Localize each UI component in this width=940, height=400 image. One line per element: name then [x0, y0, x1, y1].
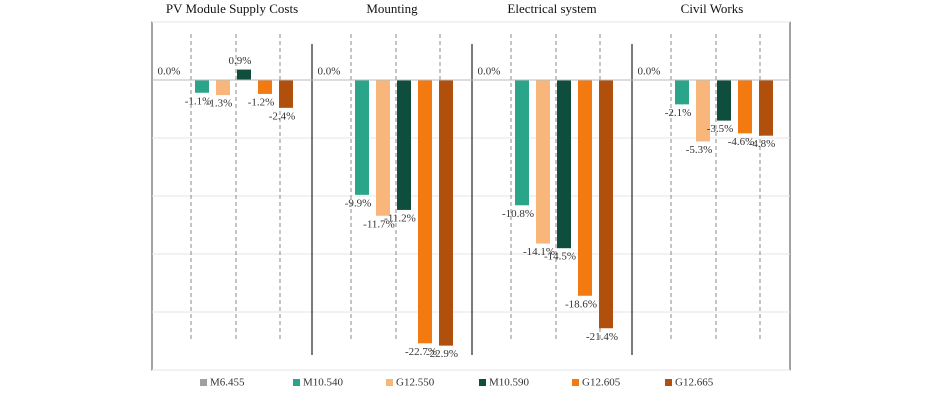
bar [696, 80, 710, 142]
bar [578, 80, 592, 296]
value-label: -1.1% [185, 95, 212, 107]
value-label: -18.6% [565, 298, 597, 310]
legend-swatch [572, 379, 579, 386]
value-label: -10.8% [502, 208, 534, 220]
bar [599, 80, 613, 329]
value-label: 0.0% [478, 66, 501, 78]
bar [195, 80, 209, 93]
value-label: -1.3% [206, 98, 233, 110]
bar [376, 80, 390, 216]
legend-label: M6.455 [210, 377, 245, 389]
bar [439, 80, 453, 346]
bar [216, 80, 230, 96]
legend-swatch [200, 379, 207, 386]
bar [759, 80, 773, 136]
legend-label: M10.540 [303, 377, 344, 389]
value-label: -22.7% [405, 346, 437, 358]
legend-label: G12.665 [675, 377, 714, 389]
value-label: -11.7% [363, 218, 395, 230]
bar [418, 80, 432, 344]
value-label: -5.3% [686, 144, 713, 156]
legend-label: G12.605 [582, 377, 621, 389]
bar [355, 80, 369, 195]
panel-title: Electrical system [507, 1, 596, 16]
bar [515, 80, 529, 206]
value-label: 0.0% [318, 66, 341, 78]
value-label: 0.9% [229, 55, 252, 67]
value-label: -11.2% [384, 212, 416, 224]
value-label: -2.1% [665, 107, 692, 119]
legend-swatch [293, 379, 300, 386]
value-label: -3.5% [707, 123, 734, 135]
value-label: -4.8% [749, 138, 776, 150]
bar [738, 80, 752, 134]
value-label: -9.9% [345, 197, 372, 209]
value-label: -22.9% [426, 348, 458, 360]
value-label: -21.4% [586, 331, 618, 343]
value-label: -14.5% [544, 251, 576, 263]
value-label: -4.6% [728, 136, 755, 148]
legend-label: G12.550 [396, 377, 435, 389]
bar [717, 80, 731, 121]
legend-swatch [479, 379, 486, 386]
value-label: 0.0% [158, 66, 181, 78]
value-label: -1.2% [248, 96, 275, 108]
value-label: -14.1% [523, 246, 555, 258]
panel-title: Civil Works [681, 1, 744, 16]
bar [557, 80, 571, 249]
bar [237, 69, 251, 80]
bar [536, 80, 550, 244]
bar [258, 80, 272, 94]
legend-swatch [386, 379, 393, 386]
panel-title: PV Module Supply Costs [166, 1, 298, 16]
value-label: 0.0% [638, 66, 661, 78]
bar [279, 80, 293, 108]
value-label: -2.4% [269, 110, 296, 122]
legend-swatch [665, 379, 672, 386]
legend-label: M10.590 [489, 377, 530, 389]
bar [675, 80, 689, 105]
bar [397, 80, 411, 210]
panel-title: Mounting [366, 1, 418, 16]
